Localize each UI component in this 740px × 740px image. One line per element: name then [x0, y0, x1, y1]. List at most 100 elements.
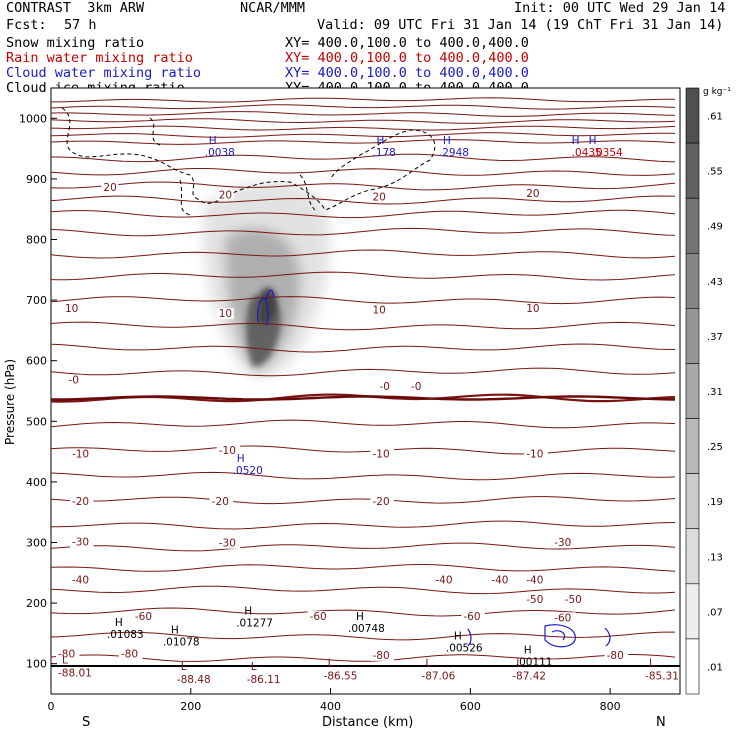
field-snow-name: Snow mixing ratio: [6, 35, 145, 51]
colorbar-tick-label: .37: [707, 332, 723, 343]
temperature-contour-label: -10: [72, 449, 89, 461]
contour-label-bg: [408, 380, 426, 392]
temperature-contour-line: [50, 139, 676, 145]
snow-shading: [202, 181, 331, 378]
temperature-contour-line: [50, 118, 676, 124]
y-tick-label: 500: [26, 415, 47, 428]
temperature-contour-label: -40: [526, 575, 543, 587]
cloud-water-max-value: .2948: [439, 147, 469, 159]
contour-label-bg: [69, 574, 94, 586]
contour-label-bg: [216, 308, 234, 320]
temperature-contour-label: -40: [72, 575, 89, 587]
temperature-contour-line: [50, 419, 676, 429]
contour-label-bg: [216, 445, 241, 457]
colorbar-box: [685, 252, 700, 309]
model-title: CONTRAST 3km ARW: [6, 0, 145, 16]
temperature-contour-line: [50, 585, 676, 595]
x-tick-label: 600: [460, 700, 481, 713]
contour-label-bg: [209, 495, 234, 507]
snow-max-value: .00526: [446, 642, 483, 654]
y-tick-label: 800: [26, 234, 47, 247]
contour-label-bg: [307, 611, 332, 623]
contour-label-bg: [370, 304, 388, 316]
y-tick-label: 1000: [19, 112, 47, 125]
colorbar-box: [685, 473, 700, 530]
y-axis-label: Pressure (hPa): [3, 359, 17, 445]
temperature-contour-line: [50, 496, 676, 505]
temperature-contour-label: -20: [212, 496, 229, 508]
temperature-contour-line: [50, 445, 676, 455]
contour-label-bg: [69, 536, 94, 548]
field-snow-xy: XY= 400.0,100.0 to 400.0,400.0: [285, 35, 529, 51]
colorbar: g kg⁻¹ .61 .55 .49 .43 .37 .31 .25 .19 .13 .07 .01: [685, 87, 731, 695]
y-tick-label: 900: [26, 173, 47, 186]
temperature-contour-label: -0: [411, 381, 421, 393]
snow-max-value: .01277: [236, 618, 273, 630]
field-rain-name: Rain water mixing ratio: [6, 50, 193, 66]
contour-label-bg: [604, 649, 629, 661]
snow-max-mark: H: [115, 617, 123, 629]
temperature-min-value: -86.55: [324, 671, 358, 683]
temperature-contour-label: -80: [58, 649, 75, 661]
field-cloudwater-xy: XY= 400.0,100.0 to 400.0,400.0: [285, 65, 529, 81]
temperature-contour-line: [50, 168, 676, 176]
temperature-contour-label: 20: [372, 192, 385, 204]
colorbar-unit: g kg⁻¹: [703, 87, 731, 97]
temperature-min-mark: L: [328, 658, 334, 670]
snow-max-mark: H: [454, 630, 462, 642]
temperature-contour-line: [50, 471, 676, 481]
temperature-contour-line: [50, 631, 675, 641]
contour-label-bg: [489, 574, 513, 586]
cloud-water-max-mark: H: [589, 135, 597, 147]
contour-label-bg: [562, 594, 587, 606]
temperature-contour-label: -40: [435, 575, 452, 587]
temperature-contour-label: -80: [607, 650, 624, 662]
cloud-water-max-mark: H: [209, 135, 217, 147]
contour-label-bg: [370, 495, 394, 507]
valid-time: Valid: 09 UTC Fri 31 Jan 14 (19 ChT Fri …: [317, 17, 724, 33]
temperature-contour-line: [50, 227, 676, 237]
temperature-contour-label: 20: [219, 189, 232, 201]
temperature-contour-label: 20: [103, 182, 116, 194]
temperature-contour-label: 10: [526, 303, 539, 315]
init-time: Init: 00 UTC Wed 29 Jan 14: [514, 0, 726, 16]
temperature-contour-label: -10: [372, 449, 389, 461]
colorbar-box: [685, 87, 700, 144]
temperature-min-mark: L: [181, 661, 187, 673]
temperature-contour-line: [50, 367, 676, 377]
temperature-min-mark: L: [649, 658, 655, 670]
y-tick-label: 100: [26, 658, 47, 671]
x-tick-label: 800: [600, 700, 621, 713]
temperature-contour-label: -20: [72, 496, 89, 508]
south-end-label: S: [82, 715, 90, 730]
temperature-contour-line: [50, 296, 676, 305]
contour-label-bg: [552, 537, 576, 549]
contour-label-bg: [132, 611, 157, 623]
contour-label-bg: [524, 574, 548, 586]
cloud-water-max-value: .0354: [593, 147, 623, 159]
snow-max-value: .00111: [516, 656, 553, 668]
contour-label-bg: [62, 303, 80, 315]
temperature-contour-label: -80: [372, 650, 389, 662]
colorbar-box: [685, 418, 700, 474]
cloud-water-max-mark: H: [443, 135, 451, 147]
temperature-contour-line: [50, 343, 676, 353]
colorbar-box: [685, 197, 700, 254]
contour-label-bg: [524, 448, 548, 460]
temperature-min-mark: L: [62, 655, 68, 667]
colorbar-tick-label: .31: [707, 387, 723, 398]
contour-label-bg: [370, 649, 394, 661]
colorbar-box: [685, 583, 700, 640]
cloud-water-max-value: .0520: [233, 465, 263, 477]
contour-label-bg: [55, 648, 80, 660]
temperature-min-mark: L: [516, 658, 522, 670]
temperature-contour-label: -0: [379, 381, 389, 393]
institution-label: NCAR/MMM: [240, 0, 306, 16]
temperature-contour-line: [50, 132, 676, 138]
cloud-water-max-value: .0435: [572, 147, 602, 159]
colorbar-tick-label: .01: [707, 662, 723, 673]
contour-label-bg: [461, 611, 485, 623]
temperature-min-value: -85.31: [645, 671, 679, 683]
cloud-water-max-mark: H: [572, 135, 580, 147]
